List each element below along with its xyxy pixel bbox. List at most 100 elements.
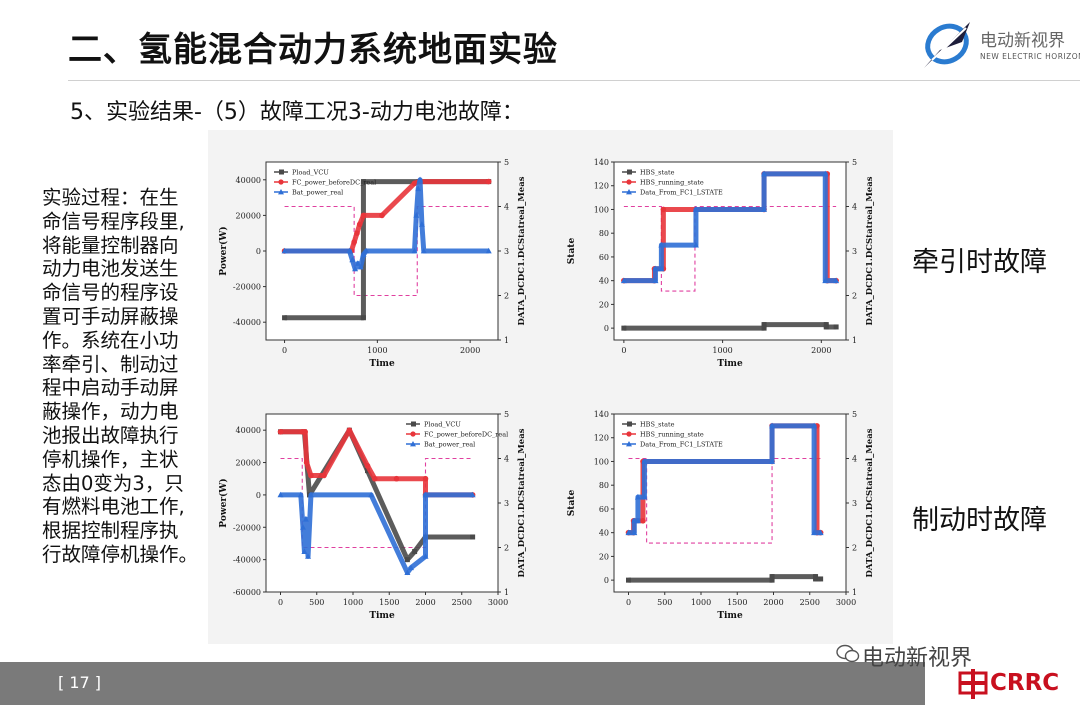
data-point (307, 491, 314, 498)
data-point (281, 247, 288, 254)
legend-label: FC_power_beforeDC_real (292, 179, 376, 187)
slide-title: 二、氢能混合动力系统地面实验 (68, 30, 558, 70)
process-line: 有燃料电池工作, (42, 495, 185, 519)
y-tick-label: 100 (594, 457, 609, 466)
data-point (811, 529, 818, 536)
crrc-text: CRRC (990, 670, 1060, 696)
y-tick-label: 20 (599, 552, 609, 561)
x-tick-label: 3000 (488, 598, 508, 607)
data-point (634, 517, 641, 524)
legend-marker (279, 169, 284, 175)
legend-marker (626, 441, 632, 447)
y2-tick-label: 1 (504, 588, 509, 597)
chart-braking-state: 0 500 1000 1500 2000 2500 3000 0 20 40 60 80 100 120 1… (567, 410, 875, 621)
data-point (412, 549, 418, 555)
data-point (393, 475, 400, 482)
data-point (299, 524, 306, 530)
y2-tick-label: 4 (852, 455, 857, 464)
process-line: 命信号程序段里, (42, 209, 185, 233)
data-point (303, 459, 310, 466)
process-line: 停机操作，主状 (42, 447, 179, 471)
legend-marker (411, 421, 416, 427)
y-tick-label: 0 (604, 576, 609, 585)
data-point (818, 576, 824, 582)
data-point (761, 325, 767, 331)
data-point (404, 569, 411, 575)
data-point (641, 493, 648, 500)
y-axis-label: State (567, 238, 577, 265)
data-point (411, 247, 418, 254)
chart-braking-power: 0 500 1000 1500 2000 2500 3000 -60000 -40000 -200… (218, 410, 527, 621)
legend-marker (278, 189, 284, 195)
y-tick-label: 40000 (236, 426, 261, 435)
x-tick-label: 1000 (367, 346, 387, 355)
process-line: 实验过程：在生 (42, 186, 179, 209)
process-line: 将能量控制器向 (42, 233, 179, 257)
process-line: 程中启动手动屏 (42, 376, 179, 400)
y-tick-label: 20000 (236, 211, 261, 220)
legend-label: Data_From_FC1_LSTATE (640, 441, 723, 449)
data-point (660, 206, 667, 213)
data-point (417, 176, 424, 183)
y2-tick-label: 1 (852, 588, 857, 597)
data-point (360, 179, 366, 185)
legend-label: Bat_power_real (292, 189, 343, 197)
legend-marker (626, 189, 632, 195)
charts-panel: 0 1000 2000 -40000 -20000 0 20000 40000 1 2 3 4 5 Tim… (208, 130, 893, 644)
data-point (352, 265, 359, 272)
process-line: 根据控制程序执 (42, 519, 179, 543)
data-point (282, 315, 288, 321)
chart-traction-power: 0 1000 2000 -40000 -20000 0 20000 40000 1 2 3 4 5 Tim… (218, 158, 527, 369)
process-line: 态由0变为3，只 (42, 471, 184, 495)
x-tick-label: 2000 (460, 346, 480, 355)
data-point (321, 472, 327, 479)
data-point (769, 574, 775, 580)
x-tick-label: 1000 (343, 598, 363, 607)
data-point (634, 493, 641, 500)
data-point (469, 491, 476, 498)
x-tick-label: 2000 (811, 346, 831, 355)
y-tick-label: 0 (604, 324, 609, 333)
legend-marker (278, 179, 284, 185)
y-tick-label: 40000 (236, 176, 261, 185)
data-point (769, 458, 776, 464)
data-point (813, 576, 819, 582)
y-tick-label: 0 (256, 247, 261, 256)
data-point (346, 247, 353, 254)
y-tick-label: 0 (256, 491, 261, 500)
data-point (354, 260, 361, 266)
y2-axis-label: DATA_DCDC1.DCStatreal_Meas (865, 428, 875, 577)
legend-marker (410, 431, 416, 437)
data-point (363, 247, 370, 254)
data-point (422, 553, 429, 559)
legend-label: Data_From_FC1_LSTATE (640, 189, 723, 197)
legend-label: Pload_VCU (424, 421, 461, 429)
plot-area (613, 161, 847, 341)
y-tick-label: 40 (599, 277, 609, 286)
data-point (308, 472, 314, 479)
y2-tick-label: 5 (504, 158, 509, 167)
y-tick-label: 120 (594, 182, 609, 191)
y2-tick-label: 3 (852, 499, 857, 508)
process-line: 命信号的程序设 (42, 281, 179, 305)
y-tick-label: 120 (594, 434, 609, 443)
data-point (811, 422, 818, 429)
legend-marker (626, 431, 632, 437)
y2-tick-label: 2 (852, 292, 857, 301)
data-point (351, 239, 357, 245)
data-point (420, 247, 427, 254)
y-tick-label: -20000 (233, 283, 261, 292)
x-tick-label: 0 (282, 346, 287, 355)
y-tick-label: 80 (599, 229, 609, 238)
y-tick-label: 80 (599, 481, 609, 490)
data-point (277, 429, 284, 435)
data-point (418, 221, 425, 227)
process-line: 置可手动屏蔽操 (42, 304, 179, 328)
y-tick-label: 140 (594, 158, 609, 167)
x-tick-label: 0 (626, 598, 631, 607)
y2-tick-label: 5 (852, 158, 857, 167)
data-point (470, 534, 476, 540)
data-point (411, 180, 418, 187)
x-tick-label: 2000 (415, 598, 435, 607)
y-axis-label: Power(W) (218, 226, 229, 275)
